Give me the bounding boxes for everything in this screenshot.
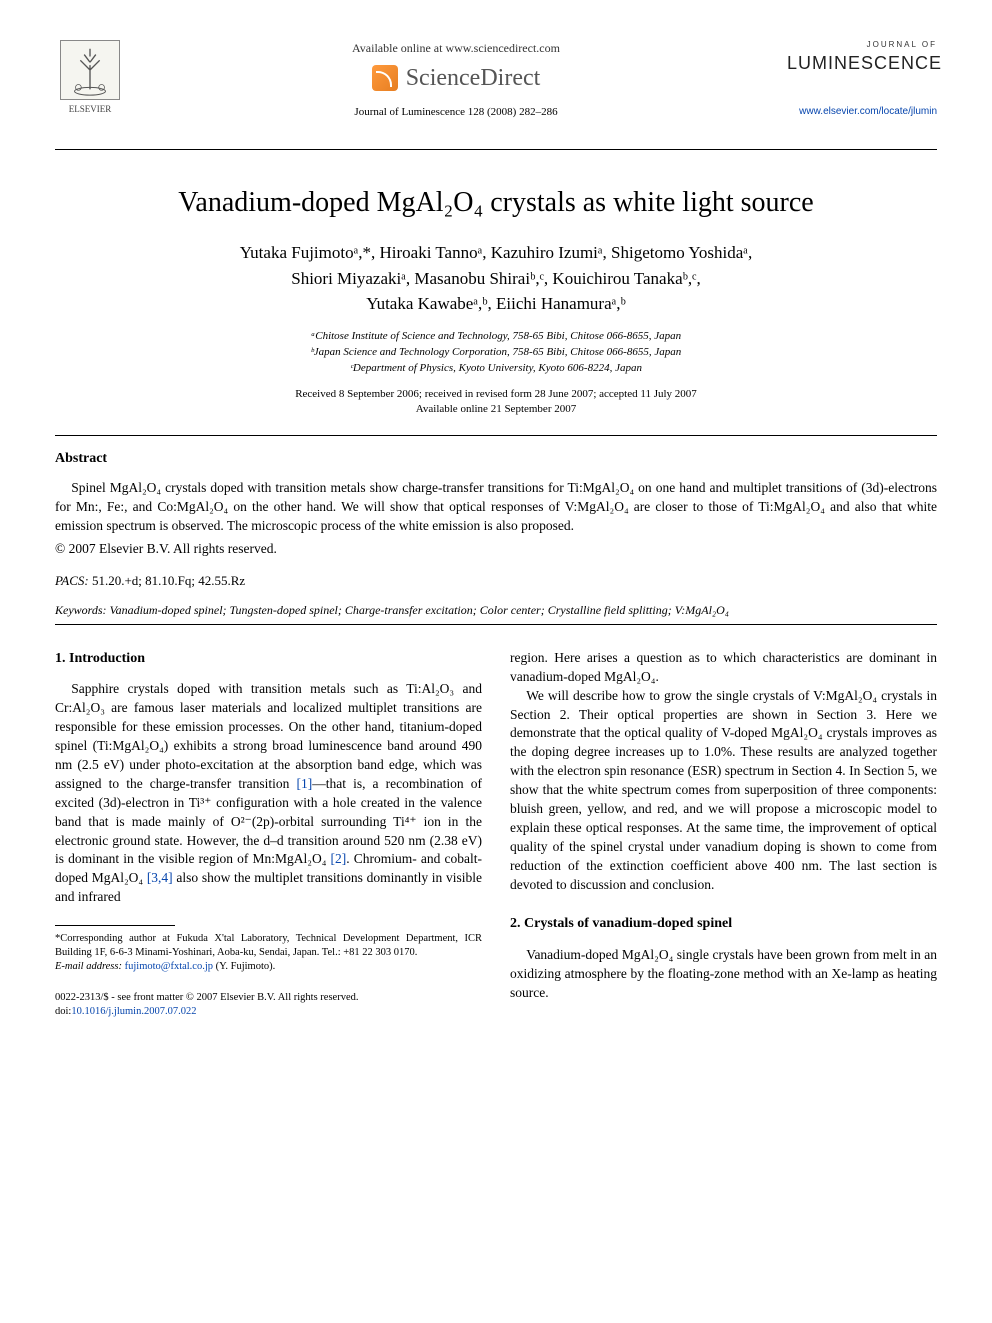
right-p1: region. Here arises a question as to whi…: [510, 649, 937, 687]
affil-a: ᵃChitose Institute of Science and Techno…: [55, 329, 937, 345]
authors-line2: Shiori Miyazakiᵃ, Masanobu Shiraiᵇ,ᶜ, Ko…: [55, 266, 937, 292]
pacs-codes: 51.20.+d; 81.10.Fq; 42.55.Rz: [92, 573, 245, 588]
keywords-label: Keywords:: [55, 603, 107, 617]
article-dates: Received 8 September 2006; received in r…: [55, 387, 937, 418]
left-column: 1. Introduction Sapphire crystals doped …: [55, 649, 482, 1019]
journal-logo-small: JOURNAL OF: [787, 40, 937, 51]
sciencedirect-icon: [372, 65, 398, 91]
journal-link[interactable]: www.elsevier.com/locate/jlumin: [787, 105, 937, 119]
footnote-rule: [55, 925, 175, 926]
doi-link[interactable]: 10.1016/j.jlumin.2007.07.022: [71, 1006, 196, 1017]
abstract-heading: Abstract: [55, 450, 937, 469]
date-online: Available online 21 September 2007: [55, 402, 937, 417]
abstract-bottom-rule: [55, 624, 937, 625]
email-label: E-mail address:: [55, 961, 122, 972]
authors: Yutaka Fujimotoᵃ,*, Hiroaki Tannoᵃ, Kazu…: [55, 240, 937, 317]
authors-line3: Yutaka Kawabeᵃ,ᵇ, Eiichi Hanamuraᵃ,ᵇ: [55, 291, 937, 317]
email-link[interactable]: fujimoto@fxtal.co.jp: [125, 961, 213, 972]
abstract-body: Spinel MgAl₂O₄ crystals doped with trans…: [55, 479, 937, 536]
journal-logo-big: LUMINESCENCE: [787, 51, 937, 75]
ref-link-1[interactable]: [1]: [296, 776, 312, 791]
date-received: Received 8 September 2006; received in r…: [55, 387, 937, 402]
journal-reference: Journal of Luminescence 128 (2008) 282–2…: [135, 105, 777, 120]
sciencedirect-logo: ScienceDirect: [372, 62, 541, 94]
elsevier-logo: ELSEVIER: [55, 40, 125, 115]
affil-b: ᵇJapan Science and Technology Corporatio…: [55, 345, 937, 361]
sciencedirect-text: ScienceDirect: [406, 62, 541, 94]
header-rule: [55, 149, 937, 150]
ref-link-34[interactable]: [3,4]: [147, 870, 173, 885]
section-1-heading: 1. Introduction: [55, 649, 482, 669]
doi-line: doi:10.1016/j.jlumin.2007.07.022: [55, 1005, 482, 1019]
pacs-label: PACS:: [55, 573, 89, 588]
abstract-copyright: © 2007 Elsevier B.V. All rights reserved…: [55, 540, 937, 558]
intro-paragraph: Sapphire crystals doped with transition …: [55, 680, 482, 907]
keywords-line: Keywords: Vanadium-doped spinel; Tungste…: [55, 602, 937, 618]
email-who: (Y. Fujimoto).: [216, 961, 276, 972]
footnote-email-line: E-mail address: fujimoto@fxtal.co.jp (Y.…: [55, 960, 482, 974]
elsevier-tree-icon: [60, 40, 120, 100]
footnote-corr: *Corresponding author at Fukuda X'tal La…: [55, 932, 482, 960]
elsevier-label: ELSEVIER: [55, 103, 125, 115]
footer-left: 0022-2313/$ - see front matter © 2007 El…: [55, 991, 482, 1019]
section-2-heading: 2. Crystals of vanadium-doped spinel: [510, 914, 937, 934]
page-header: ELSEVIER Available online at www.science…: [55, 40, 937, 119]
article-title: Vanadium-doped MgAl₂O₄ crystals as white…: [55, 184, 937, 222]
keywords-list: Vanadium-doped spinel; Tungsten-doped sp…: [110, 603, 729, 617]
right-column: region. Here arises a question as to whi…: [510, 649, 937, 1019]
right-p2: We will describe how to grow the single …: [510, 687, 937, 895]
issn-line: 0022-2313/$ - see front matter © 2007 El…: [55, 991, 482, 1005]
available-online-text: Available online at www.sciencedirect.co…: [135, 40, 777, 56]
body-columns: 1. Introduction Sapphire crystals doped …: [55, 649, 937, 1019]
journal-logo: JOURNAL OF LUMINESCENCE www.elsevier.com…: [787, 40, 937, 119]
affil-c: ᶜDepartment of Physics, Kyoto University…: [55, 361, 937, 377]
corresponding-author-footnote: *Corresponding author at Fukuda X'tal La…: [55, 932, 482, 975]
sec2-p1: Vanadium-doped MgAl₂O₄ single crystals h…: [510, 946, 937, 1003]
center-header: Available online at www.sciencedirect.co…: [125, 40, 787, 119]
affiliations: ᵃChitose Institute of Science and Techno…: [55, 329, 937, 377]
abstract-top-rule: [55, 435, 937, 436]
pacs-line: PACS: 51.20.+d; 81.10.Fq; 42.55.Rz: [55, 572, 937, 590]
authors-line1: Yutaka Fujimotoᵃ,*, Hiroaki Tannoᵃ, Kazu…: [55, 240, 937, 266]
ref-link-2[interactable]: [2]: [331, 851, 347, 866]
